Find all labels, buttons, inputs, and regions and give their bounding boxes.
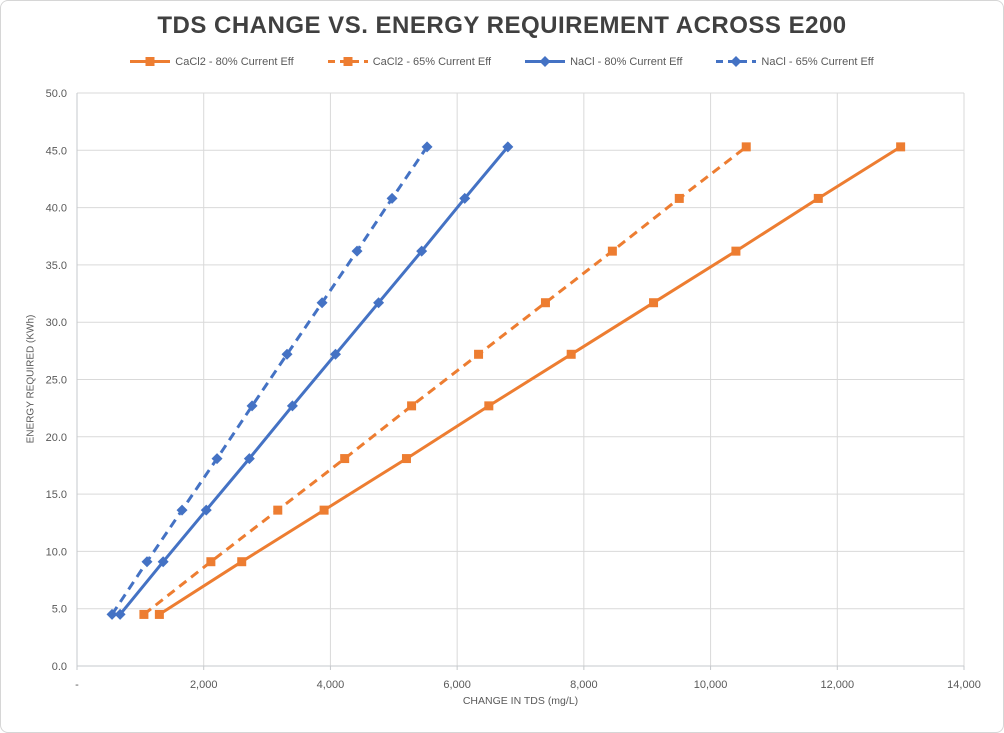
y-axis-tick-labels: 0.0 5.0 10.0 15.0 20.0 25.0 30.0 35.0 40.0 45.0 50… <box>46 88 67 673</box>
y-tick-label: 10.0 <box>46 546 67 558</box>
data-point-marker <box>340 454 350 464</box>
x-tick-label: 12,000 <box>820 679 854 691</box>
x-tick-label: 10,000 <box>694 679 728 691</box>
data-point-marker <box>731 246 741 256</box>
data-point-marker <box>502 141 514 153</box>
data-point-marker <box>566 349 576 359</box>
data-point-marker <box>176 504 188 516</box>
data-point-marker <box>649 298 659 308</box>
legend-item-nacl-65-current-eff[interactable]: NaCl - 65% Current Eff <box>716 55 874 68</box>
x-tick-label: - <box>75 679 79 691</box>
data-point-marker <box>246 400 258 412</box>
data-point-marker <box>316 297 328 309</box>
data-point-marker <box>154 609 164 619</box>
data-point-marker <box>373 297 385 309</box>
x-tick-label: 2,000 <box>190 679 218 691</box>
y-tick-label: 15.0 <box>46 489 67 501</box>
x-tick-label: 14,000 <box>947 679 981 691</box>
legend-item-cacl2-80-current-eff[interactable]: CaCl2 - 80% Current Eff <box>130 55 294 68</box>
data-point-marker <box>401 454 411 464</box>
data-point-marker <box>674 193 684 203</box>
y-tick-label: 40.0 <box>46 203 67 215</box>
y-tick-label: 35.0 <box>46 260 67 272</box>
gridlines <box>77 92 965 666</box>
legend: CaCl2 - 80% Current Eff CaCl2 - 65% Curre… <box>1 55 1003 68</box>
x-tick-label: 6,000 <box>443 679 471 691</box>
legend-square-solid-line-icon <box>130 57 171 66</box>
x-tick-label: 4,000 <box>317 679 345 691</box>
legend-square-dashed-line-icon <box>327 57 368 66</box>
legend-label: CaCl2 - 80% Current Eff <box>175 55 294 68</box>
data-point-marker <box>206 557 216 567</box>
data-point-marker <box>896 142 906 152</box>
legend-diamond-dashed-line-icon <box>716 56 757 67</box>
data-point-marker <box>211 453 223 465</box>
y-tick-label: 25.0 <box>46 375 67 387</box>
x-tick-label: 8,000 <box>570 679 598 691</box>
data-point-marker <box>484 401 494 411</box>
legend-item-cacl2-65-current-eff[interactable]: CaCl2 - 65% Current Eff <box>327 55 492 68</box>
data-point-marker <box>351 245 363 257</box>
y-tick-label: 30.0 <box>46 317 67 329</box>
x-axis-title: CHANGE IN TDS (mg/L) <box>462 695 579 707</box>
legend-label: NaCl - 65% Current Eff <box>761 55 874 68</box>
series-cacl2-65-current-eff[interactable] <box>139 142 751 619</box>
y-tick-label: 0.0 <box>52 661 67 673</box>
data-point-marker <box>386 192 398 204</box>
data-point-marker <box>141 556 153 568</box>
y-tick-label: 5.0 <box>52 604 67 616</box>
data-point-marker <box>106 608 118 620</box>
x-axis-tick-labels: - 2,000 4,000 6,000 8,000 10,000 12,000 14,000 <box>75 679 981 691</box>
data-point-marker <box>813 193 823 203</box>
legend-label: NaCl - 80% Current Eff <box>570 55 683 68</box>
data-point-marker <box>243 453 255 465</box>
data-point-marker <box>281 348 293 360</box>
legend-item-nacl-80-current-eff[interactable]: NaCl - 80% Current Eff <box>525 55 682 68</box>
data-point-marker <box>459 192 471 204</box>
data-point-marker <box>237 557 247 567</box>
legend-label: CaCl2 - 65% Current Eff <box>372 55 492 68</box>
y-tick-label: 45.0 <box>46 145 67 157</box>
data-point-marker <box>114 608 126 620</box>
series-nacl-65-current-eff[interactable] <box>106 141 433 620</box>
data-point-marker <box>407 401 417 411</box>
series-cacl2-80-current-eff[interactable] <box>154 142 906 619</box>
data-point-marker <box>319 505 329 515</box>
series-nacl-80-current-eff[interactable] <box>114 141 514 620</box>
data-point-marker <box>200 504 212 516</box>
data-point-marker <box>139 609 149 619</box>
data-point-marker <box>273 505 283 515</box>
data-point-marker <box>286 400 298 412</box>
y-tick-label: 20.0 <box>46 432 67 444</box>
data-point-marker <box>607 246 617 256</box>
data-point-marker <box>421 141 433 153</box>
data-point-marker <box>540 298 550 308</box>
data-point-marker <box>416 245 428 257</box>
data-point-marker <box>474 349 484 359</box>
y-axis-title: ENERGY REQUIRED (KWh) <box>25 314 37 444</box>
axis-lines <box>76 93 965 670</box>
y-tick-label: 50.0 <box>46 88 67 100</box>
legend-diamond-solid-line-icon <box>525 56 566 67</box>
data-point-marker <box>157 556 169 568</box>
chart-title: TDS CHANGE VS. ENERGY REQUIREMENT ACROSS… <box>157 12 847 39</box>
data-point-marker <box>741 142 751 152</box>
data-point-marker <box>329 348 341 360</box>
